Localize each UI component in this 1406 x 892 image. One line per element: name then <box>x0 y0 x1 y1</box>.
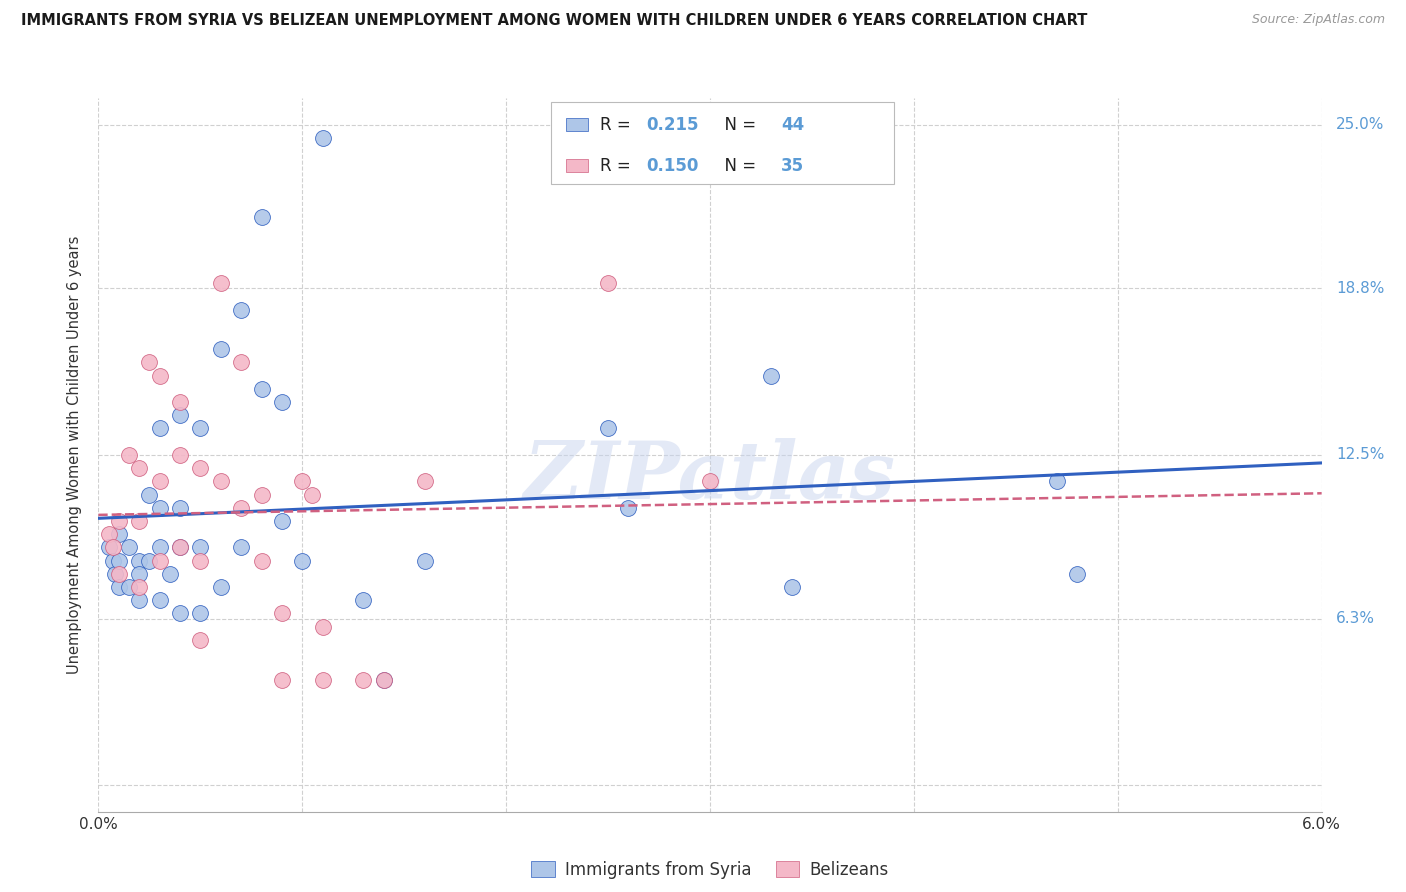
Text: 6.3%: 6.3% <box>1336 611 1375 626</box>
Text: 35: 35 <box>780 157 804 175</box>
Point <box>209 475 232 489</box>
Point <box>138 487 160 501</box>
Point <box>169 395 191 409</box>
Point <box>97 527 120 541</box>
Point <box>118 580 141 594</box>
Point <box>301 487 323 501</box>
Point <box>138 355 160 369</box>
Point <box>128 566 150 581</box>
Point <box>108 527 131 541</box>
Point <box>250 554 273 568</box>
Text: Source: ZipAtlas.com: Source: ZipAtlas.com <box>1251 13 1385 27</box>
Point <box>209 580 232 594</box>
Point <box>149 554 172 568</box>
Point <box>149 368 172 383</box>
Text: N =: N = <box>714 157 761 175</box>
Point <box>108 514 131 528</box>
Point <box>209 342 232 356</box>
Point <box>231 500 253 515</box>
Text: 0.150: 0.150 <box>647 157 699 175</box>
Point <box>291 554 314 568</box>
Point <box>617 500 640 515</box>
Point <box>101 541 124 555</box>
Point <box>1066 566 1088 581</box>
Point <box>188 632 212 647</box>
Point <box>128 461 150 475</box>
Point <box>291 475 314 489</box>
FancyBboxPatch shape <box>565 119 588 131</box>
Point <box>352 673 374 687</box>
Point <box>270 514 292 528</box>
Point <box>188 461 212 475</box>
FancyBboxPatch shape <box>565 160 588 172</box>
Text: 12.5%: 12.5% <box>1336 448 1385 462</box>
Point <box>169 541 191 555</box>
Point <box>149 421 172 435</box>
Point <box>188 607 212 621</box>
Point <box>270 607 292 621</box>
Point <box>699 475 721 489</box>
Point <box>270 395 292 409</box>
Text: 0.215: 0.215 <box>647 116 699 134</box>
Point <box>250 210 273 224</box>
Y-axis label: Unemployment Among Women with Children Under 6 years: Unemployment Among Women with Children U… <box>67 235 83 674</box>
Point <box>169 541 191 555</box>
Text: IMMIGRANTS FROM SYRIA VS BELIZEAN UNEMPLOYMENT AMONG WOMEN WITH CHILDREN UNDER 6: IMMIGRANTS FROM SYRIA VS BELIZEAN UNEMPL… <box>21 13 1087 29</box>
Point <box>169 448 191 462</box>
Point <box>352 593 374 607</box>
Point <box>108 554 131 568</box>
Point <box>598 421 620 435</box>
Point <box>149 593 172 607</box>
Text: R =: R = <box>600 157 636 175</box>
Text: N =: N = <box>714 116 761 134</box>
Point <box>311 620 335 634</box>
Point <box>149 541 172 555</box>
Point <box>128 514 150 528</box>
Point <box>413 475 436 489</box>
Point <box>1045 475 1069 489</box>
Point <box>108 580 131 594</box>
Point <box>761 368 783 383</box>
Point <box>159 566 181 581</box>
Text: 44: 44 <box>780 116 804 134</box>
Point <box>128 580 150 594</box>
Point <box>373 673 395 687</box>
Point <box>128 554 150 568</box>
Point <box>373 673 395 687</box>
Point <box>188 421 212 435</box>
Point <box>250 487 273 501</box>
Point <box>311 130 335 145</box>
Point <box>598 276 620 290</box>
Point <box>231 355 253 369</box>
Text: R =: R = <box>600 116 636 134</box>
Point <box>118 541 141 555</box>
Point <box>169 409 191 423</box>
Point <box>413 554 436 568</box>
Point <box>108 566 131 581</box>
Point <box>188 554 212 568</box>
Point <box>104 566 127 581</box>
Point <box>128 593 150 607</box>
Point <box>101 554 124 568</box>
Point <box>231 541 253 555</box>
Text: ZIPatlas: ZIPatlas <box>524 438 896 515</box>
Text: 18.8%: 18.8% <box>1336 281 1385 296</box>
Point <box>270 673 292 687</box>
Point <box>149 500 172 515</box>
Point <box>149 475 172 489</box>
Point <box>188 541 212 555</box>
Point <box>209 276 232 290</box>
Point <box>97 541 120 555</box>
Point <box>780 580 803 594</box>
FancyBboxPatch shape <box>551 102 894 184</box>
Point <box>311 673 335 687</box>
Point <box>169 607 191 621</box>
Point <box>138 554 160 568</box>
Point <box>169 500 191 515</box>
Point <box>250 382 273 396</box>
Point <box>118 448 141 462</box>
Text: 25.0%: 25.0% <box>1336 117 1385 132</box>
Point <box>231 302 253 317</box>
Legend: Immigrants from Syria, Belizeans: Immigrants from Syria, Belizeans <box>524 855 896 886</box>
